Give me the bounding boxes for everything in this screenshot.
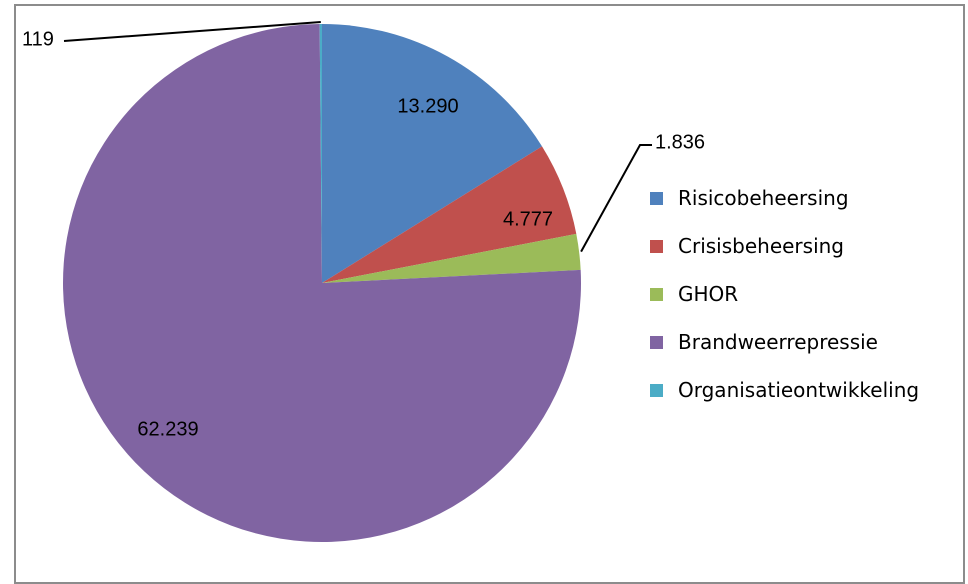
leader-line-organisatieontwikkeling (63, 21, 321, 42)
pie-slice-brandweerrepressie (63, 24, 582, 542)
data-label-organisatieontwikkeling: 119 (22, 28, 54, 50)
data-label-risicobeheersing: 13.290 (397, 95, 458, 117)
legend-label: GHOR (678, 282, 739, 306)
legend-swatch-ghor (650, 287, 663, 301)
leader-line-ghor (580, 144, 652, 253)
legend-item-crisisbeheersing: Crisisbeheersing (650, 228, 919, 264)
legend-item-risicobeheersing: Risicobeheersing (650, 180, 919, 216)
legend: Risicobeheersing Crisisbeheersing GHOR B… (650, 180, 919, 420)
data-labels: 13.290 4.777 1.836 62.239 119 (22, 28, 705, 440)
pie-slices (63, 23, 582, 542)
legend-item-organisatieontwikkeling: Organisatieontwikkeling (650, 372, 919, 408)
legend-label: Brandweerrepressie (678, 330, 878, 354)
legend-swatch-brandweerrepressie (650, 335, 663, 349)
leader-lines (63, 21, 652, 253)
legend-item-brandweerrepressie: Brandweerrepressie (650, 324, 919, 360)
data-label-ghor: 1.836 (655, 131, 705, 153)
data-label-crisisbeheersing: 4.777 (503, 208, 553, 230)
legend-label: Risicobeheersing (678, 186, 849, 210)
legend-item-ghor: GHOR (650, 276, 919, 312)
legend-label: Organisatieontwikkeling (678, 378, 920, 402)
pie-slice-ghor (322, 233, 581, 283)
data-label-brandweerrepressie: 62.239 (137, 418, 198, 440)
pie-slice-organisatieontwikkeling (319, 23, 322, 283)
legend-swatch-crisisbeheersing (650, 239, 663, 253)
legend-swatch-risicobeheersing (650, 191, 663, 205)
legend-swatch-organisatieontwikkeling (650, 383, 663, 397)
pie-slice-crisisbeheersing (322, 146, 577, 283)
pie-slice-risicobeheersing (322, 24, 543, 283)
legend-label: Crisisbeheersing (678, 234, 844, 258)
